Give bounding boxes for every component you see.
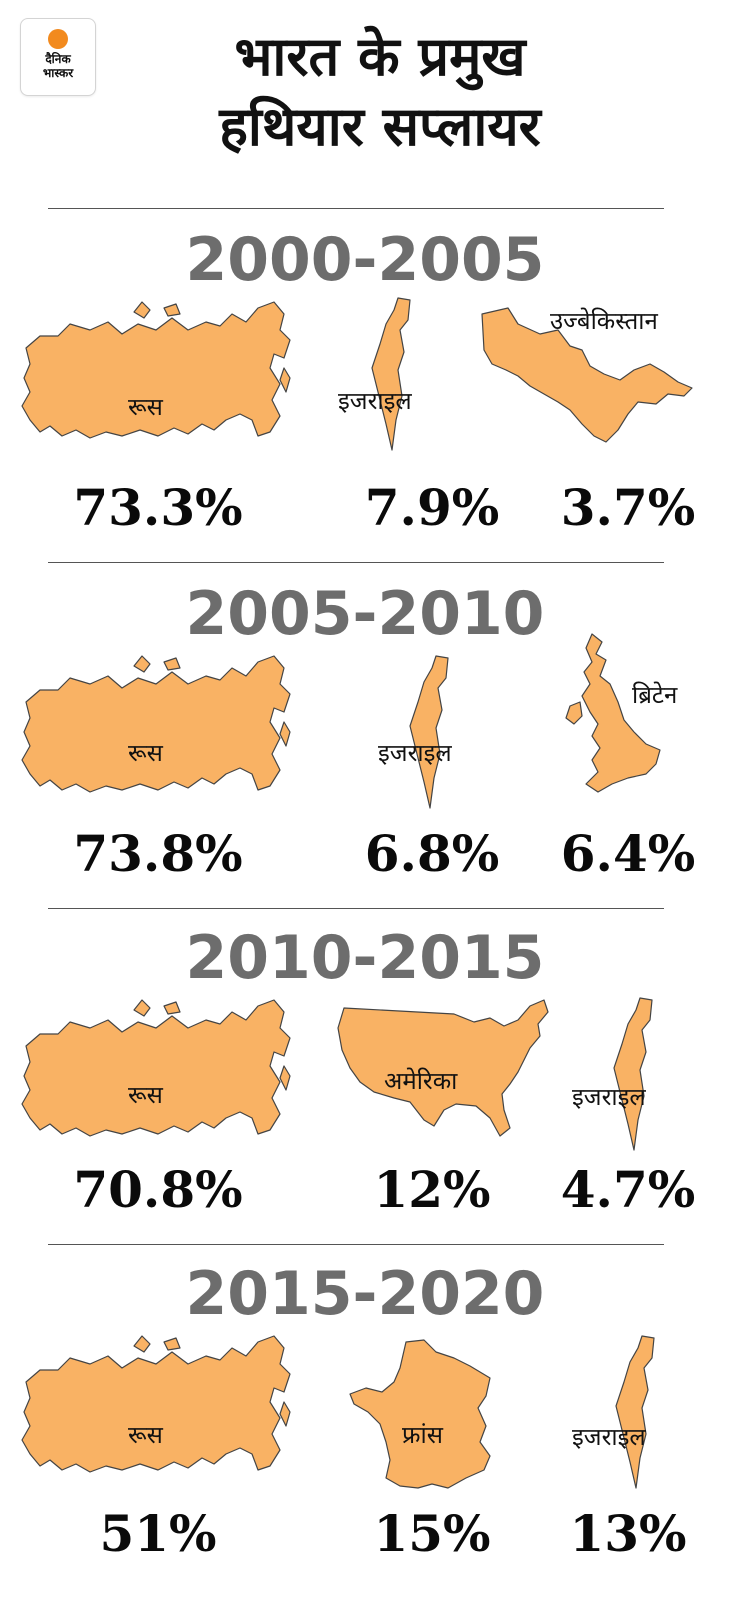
period-heading: 2005-2010 <box>185 579 545 649</box>
percent-value: 15% <box>373 1504 491 1563</box>
percent-value: 73.8% <box>73 824 243 883</box>
russia-map-icon <box>18 1330 294 1494</box>
title-line-2: हथियार सप्लायर <box>219 95 541 158</box>
divider <box>48 1244 664 1245</box>
divider <box>48 208 664 209</box>
country-label-russia: रूस <box>128 739 163 767</box>
uzbekistan-map-icon <box>478 306 696 446</box>
country-label-france: फ्रांस <box>402 1421 443 1449</box>
israel-map-icon <box>610 996 656 1156</box>
divider <box>48 908 664 909</box>
israel-map-icon <box>612 1334 658 1494</box>
divider <box>48 562 664 563</box>
percent-value: 3.7% <box>560 478 696 537</box>
russia-map-icon <box>18 994 294 1158</box>
country-label-russia: रूस <box>128 1081 163 1109</box>
dainik-bhaskar-logo: दैनिक भास्कर <box>20 18 96 96</box>
period-heading: 2010-2015 <box>185 923 545 993</box>
israel-map-icon <box>368 296 414 456</box>
percent-value: 70.8% <box>73 1160 243 1219</box>
percent-value: 6.4% <box>560 824 696 883</box>
country-label-britain: ब्रिटेन <box>632 681 678 709</box>
sun-dot-icon <box>48 29 68 49</box>
percent-value: 4.7% <box>560 1160 696 1219</box>
period-heading: 2015-2020 <box>185 1259 545 1329</box>
israel-map-icon <box>406 654 452 814</box>
country-label-russia: रूस <box>128 1421 163 1449</box>
percent-value: 7.9% <box>364 478 500 537</box>
russia-map-icon <box>18 296 294 460</box>
country-label-israel: इजराइल <box>572 1423 646 1451</box>
france-map-icon <box>346 1338 504 1496</box>
percent-value: 51% <box>99 1504 217 1563</box>
country-label-russia: रूस <box>128 393 163 421</box>
percent-value: 13% <box>569 1504 687 1563</box>
russia-map-icon <box>18 650 294 814</box>
country-label-usa: अमेरिका <box>384 1067 458 1095</box>
percent-value: 6.8% <box>364 824 500 883</box>
percent-value: 12% <box>373 1160 491 1219</box>
britain-map-icon <box>562 632 664 798</box>
country-label-israel: इजराइल <box>572 1083 646 1111</box>
usa-map-icon <box>334 998 556 1142</box>
page-title: भारत के प्रमुख हथियार सप्लायर <box>100 22 660 162</box>
country-label-israel: इजराइल <box>378 739 452 767</box>
logo-text-line2: भास्कर <box>42 66 74 80</box>
period-heading: 2000-2005 <box>185 225 545 295</box>
country-label-uzbekistan: उज्बेकिस्तान <box>550 307 658 335</box>
percent-value: 73.3% <box>73 478 243 537</box>
logo-text-line1: दैनिक <box>45 52 71 66</box>
country-label-israel: इजराइल <box>338 387 412 415</box>
title-line-1: भारत के प्रमुख <box>234 25 526 88</box>
